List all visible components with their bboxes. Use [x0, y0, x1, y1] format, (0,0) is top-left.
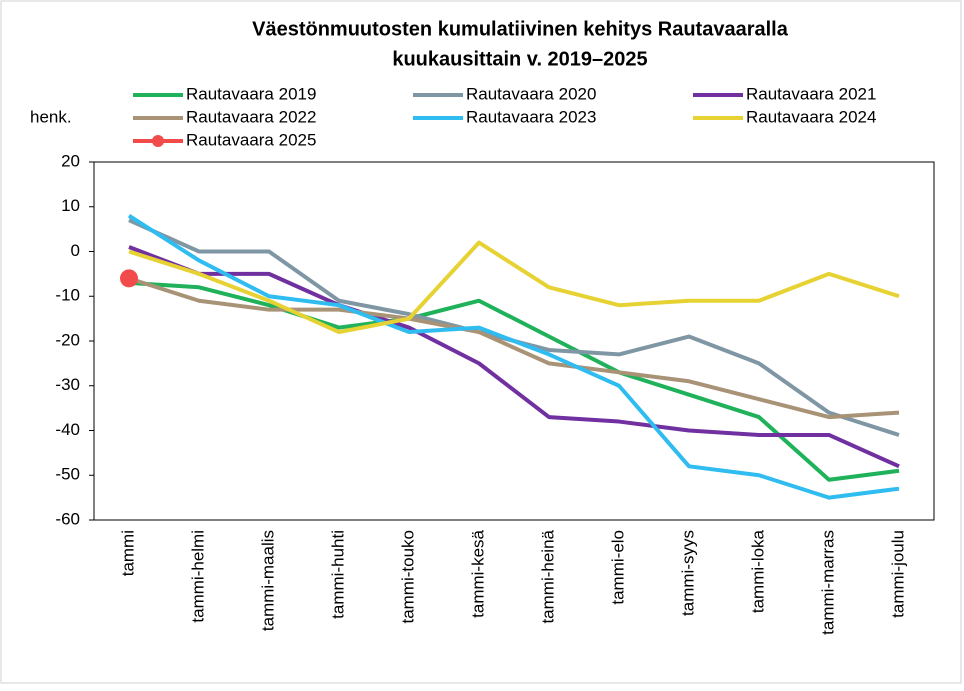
- y-tick-label: 10: [61, 196, 80, 215]
- legend-label: Rautavaara 2023: [466, 107, 596, 126]
- x-tick-label: tammi-helmi: [188, 530, 207, 623]
- series-line: [128, 276, 900, 420]
- legend-label: Rautavaara 2022: [186, 107, 316, 126]
- x-tick-label: tammi-heinä: [538, 529, 557, 623]
- series-marker: [120, 269, 138, 288]
- y-tick-label: -50: [55, 465, 80, 484]
- legend-label: Rautavaara 2020: [466, 84, 596, 103]
- series-line: [127, 214, 900, 500]
- legend-label: Rautavaara 2024: [746, 107, 876, 126]
- series-line: [128, 245, 900, 469]
- chart-title: kuukausittain v. 2019–2025: [392, 48, 647, 70]
- x-tick-label: tammi-loka: [748, 529, 767, 613]
- legend-label: Rautavaara 2025: [186, 130, 316, 149]
- x-tick-label: tammi-huhti: [328, 530, 347, 619]
- y-tick-label: -40: [55, 420, 80, 439]
- x-tick-label: tammi-kesä: [468, 529, 487, 617]
- series-line: [128, 280, 900, 482]
- x-tick-label: tammi-joulu: [888, 530, 907, 618]
- x-tick-label: tammi-touko: [398, 530, 417, 624]
- y-tick-label: -30: [55, 375, 80, 394]
- chart-title: Väestönmuutosten kumulatiivinen kehitys …: [252, 18, 789, 40]
- y-tick-label: -60: [55, 509, 80, 528]
- x-tick-label: tammi: [118, 530, 137, 576]
- legend-label: Rautavaara 2021: [746, 84, 876, 103]
- y-tick-label: 0: [71, 241, 80, 260]
- y-tick-label: -20: [55, 330, 80, 349]
- legend-label: Rautavaara 2019: [186, 84, 316, 103]
- y-axis-label: henk.: [30, 107, 72, 126]
- x-tick-label: tammi-maalis: [258, 530, 277, 631]
- legend-marker: [152, 135, 164, 147]
- x-tick-label: tammi-syys: [678, 530, 697, 616]
- y-tick-label: -10: [55, 286, 80, 305]
- x-tick-label: tammi-elo: [608, 530, 627, 605]
- x-tick-label: tammi-marras: [818, 530, 837, 635]
- y-tick-label: 20: [61, 151, 80, 170]
- series-line: [128, 240, 900, 335]
